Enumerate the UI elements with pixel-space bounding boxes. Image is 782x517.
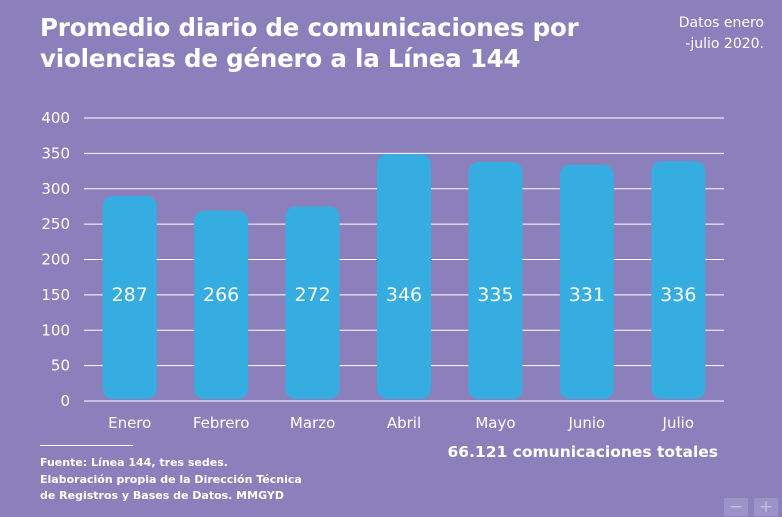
y-tick-label: 150 bbox=[41, 286, 70, 304]
bar bbox=[377, 154, 431, 399]
x-category-label: Febrero bbox=[193, 414, 250, 432]
period-note: Datos enero -julio 2020. bbox=[644, 13, 764, 55]
bar bbox=[285, 206, 340, 399]
source-line-3: de Registros y Bases de Datos. MMGYD bbox=[40, 489, 284, 502]
bar-value-label: 287 bbox=[112, 284, 148, 306]
period-note-line-2: -julio 2020. bbox=[685, 36, 764, 52]
zoom-out-button[interactable]: − bbox=[724, 498, 748, 516]
x-category-label: Mayo bbox=[475, 414, 515, 432]
x-category-label: Enero bbox=[108, 414, 151, 432]
zoom-in-button[interactable]: + bbox=[754, 498, 778, 516]
source-divider bbox=[40, 445, 133, 446]
y-tick-label: 0 bbox=[60, 392, 70, 410]
source-note: Fuente: Línea 144, tres sedes. Elaboraci… bbox=[40, 455, 370, 505]
bar-value-label: 272 bbox=[294, 284, 330, 306]
bar bbox=[468, 161, 523, 399]
bar bbox=[194, 210, 249, 399]
bar bbox=[559, 164, 614, 399]
total-communications: 66.121 comunicaciones totales bbox=[447, 443, 718, 461]
source-line-2: Elaboración propia de la Dirección Técni… bbox=[40, 472, 302, 486]
x-category-label: Junio bbox=[567, 414, 605, 432]
bar-value-label: 346 bbox=[386, 284, 422, 306]
x-category-label: Julio bbox=[662, 414, 694, 432]
chart-title: Promedio diario de comunicaciones por vi… bbox=[40, 12, 600, 74]
y-tick-label: 350 bbox=[41, 144, 70, 162]
bar-value-label: 331 bbox=[569, 284, 605, 306]
x-category-label: Abril bbox=[387, 414, 421, 432]
y-tick-label: 100 bbox=[41, 321, 70, 339]
bar-value-label: 335 bbox=[477, 284, 513, 306]
y-tick-label: 250 bbox=[41, 215, 70, 233]
x-category-label: Marzo bbox=[290, 414, 335, 432]
y-tick-label: 300 bbox=[41, 180, 70, 198]
source-line-1: Fuente: Línea 144, tres sedes. bbox=[40, 456, 228, 469]
bar bbox=[102, 195, 157, 399]
y-tick-label: 50 bbox=[51, 357, 70, 375]
bar-value-label: 266 bbox=[203, 284, 239, 306]
y-tick-label: 400 bbox=[41, 109, 70, 127]
bar-value-label: 336 bbox=[660, 284, 696, 306]
bar bbox=[651, 161, 706, 399]
period-note-line-1: Datos enero bbox=[678, 15, 764, 31]
chart-title-line-1: Promedio diario de comunicaciones por bbox=[40, 13, 579, 42]
chart-title-line-2: violencias de género a la Línea 144 bbox=[40, 44, 521, 73]
y-tick-label: 200 bbox=[41, 251, 70, 269]
